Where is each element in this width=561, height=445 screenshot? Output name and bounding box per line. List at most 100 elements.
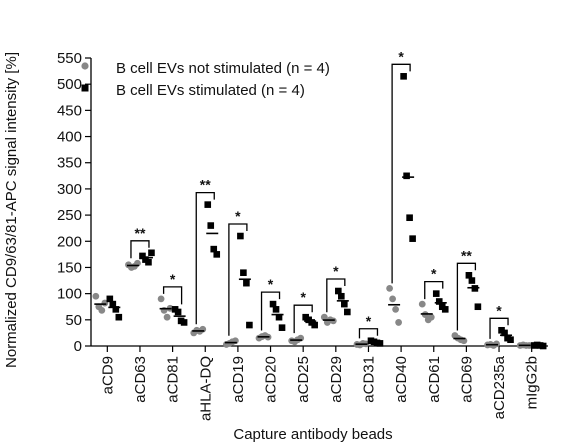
data-points [92,73,547,350]
point-stimulated [275,313,283,321]
x-tick-label: mIgG2b [524,356,541,409]
point-stimulated [237,232,244,240]
point-stimulated [435,298,443,305]
point-stimulated [139,252,146,260]
y-ticks: 0 50 100 150 200 250 300 350 400 450 500 550 [57,50,91,355]
x-axis-title: Capture antibody beads [233,426,392,443]
point-stimulated [148,249,155,257]
point-not-stimulated [157,295,165,303]
point-not-stimulated [320,313,328,321]
significance-bracket [293,304,313,334]
significance-bracket [391,63,411,284]
significance-brackets: *************** [130,48,509,339]
point-not-stimulated [98,306,106,314]
point-stimulated [335,287,342,295]
significance-label: * [398,48,404,64]
x-tick-label: aCD40 [393,356,410,403]
x-tick-label: aCD235a [491,355,508,419]
y-tick-label: 300 [57,181,82,198]
point-stimulated [106,295,114,303]
point-stimulated [409,235,416,242]
point-stimulated [441,306,449,313]
legend-label-not-stimulated: B cell EVs not stimulated (n = 4) [116,60,330,77]
axes [90,58,548,347]
point-stimulated [465,272,473,279]
significance-bracket [358,328,379,339]
x-tick-label: aCD63 [132,356,149,403]
point-stimulated [210,245,218,253]
significance-label: * [235,208,241,224]
point-stimulated [278,324,286,331]
point-not-stimulated [389,295,397,303]
significance-label: * [268,276,274,292]
point-stimulated [204,201,212,208]
y-tick-label: 400 [57,129,82,146]
point-not-stimulated [92,292,100,300]
x-tick-label: aHLA-DQ [197,356,214,421]
significance-label: ** [135,225,146,241]
y-axis-title: Normalized CD9/63/81-APC signal intensit… [3,52,20,368]
point-stimulated [246,321,253,329]
point-stimulated [174,308,182,316]
x-ticks: aCD9 aCD63 aCD81 aHLA-DQ aCD19 aCD20 aCD25 aCD2… [99,346,541,421]
y-tick-label: 50 [65,312,82,329]
significance-label: * [431,266,437,282]
legend-label-stimulated: B cell EVs stimulated (n = 4) [116,82,305,99]
x-tick-label: aCD20 [263,356,280,403]
x-tick-label: aCD81 [165,356,182,403]
x-tick-label: aCD69 [458,356,475,403]
y-tick-label: 150 [57,259,82,276]
point-stimulated [269,300,277,308]
y-tick-label: 500 [57,76,82,93]
significance-bracket [456,262,477,331]
point-not-stimulated [427,313,435,321]
x-tick-label: aCD9 [99,356,116,394]
point-stimulated [115,313,123,321]
significance-label: * [333,263,339,279]
point-stimulated [145,258,152,266]
point-stimulated [432,290,440,297]
significance-label: * [496,302,502,318]
point-stimulated [341,300,348,308]
x-tick-label: aCD31 [360,356,377,403]
y-tick-label: 250 [57,207,82,224]
significance-bracket [130,240,150,259]
point-stimulated [112,306,120,313]
point-not-stimulated [418,300,426,308]
point-stimulated [243,279,250,287]
point-stimulated [213,251,221,258]
point-stimulated [406,214,413,222]
point-stimulated [240,269,247,276]
point-not-stimulated [392,305,400,313]
significance-label: ** [200,177,211,193]
x-tick-label: aCD19 [230,356,247,403]
significance-bracket [326,278,346,313]
point-stimulated [468,277,476,284]
point-stimulated [400,73,407,80]
significance-label: ** [461,247,472,263]
significance-label: * [170,271,176,287]
point-not-stimulated [386,285,394,292]
x-tick-label: aCD61 [426,356,443,403]
point-not-stimulated [395,319,403,326]
y-tick-label: 450 [57,102,82,119]
point-stimulated [180,319,188,326]
y-tick-label: 350 [57,155,82,172]
legend: B cell EVs not stimulated (n = 4) B cell… [81,60,330,99]
point-stimulated [338,292,345,300]
legend-marker-stimulated [81,84,89,92]
significance-label: * [300,289,306,305]
point-stimulated [109,300,117,308]
y-tick-label: 200 [57,233,82,250]
point-stimulated [272,306,280,313]
point-stimulated [344,308,351,316]
significance-bracket [228,223,248,336]
point-stimulated [403,172,410,180]
significance-bracket [489,317,509,339]
point-not-stimulated [163,313,171,321]
point-stimulated [376,340,384,347]
y-tick-label: 100 [57,286,82,303]
x-tick-label: aCD25 [295,356,312,403]
significance-bracket [260,291,281,331]
